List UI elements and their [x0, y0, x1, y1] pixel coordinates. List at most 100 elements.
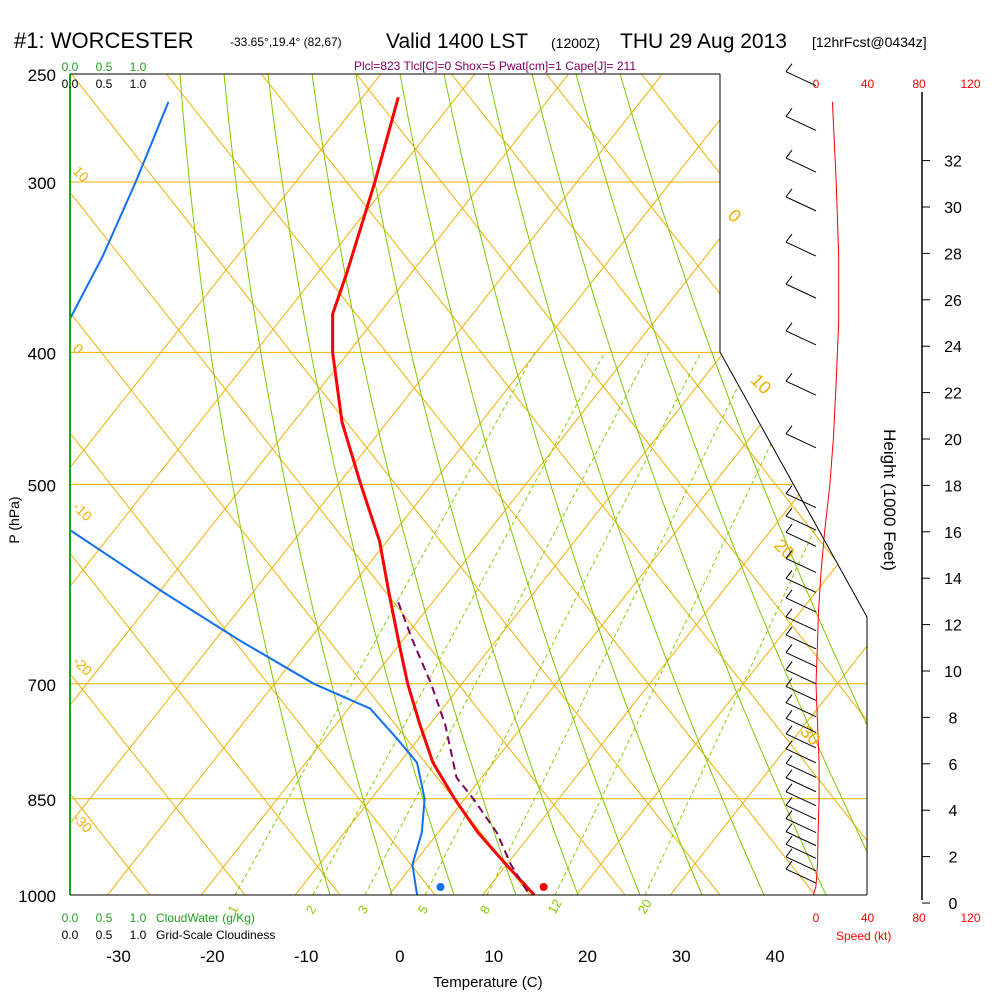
wind-barb-flag [785, 589, 793, 599]
wind-barb [785, 71, 817, 87]
mixing-ratio-line [486, 351, 756, 895]
wind-barb-flag [785, 524, 793, 533]
wind-barb-flag [785, 823, 793, 832]
wind-barb [785, 818, 817, 834]
temperature-line [331, 96, 536, 897]
mixing-ratio-line [312, 351, 606, 895]
height-tick-label: 26 [944, 293, 962, 310]
moist-adiabat-line [223, 74, 393, 895]
wind-barb [785, 433, 817, 449]
indices-line: Plcl=823 Tlcl[C]=0 Shox=5 Pwat[cm]=1 Cap… [354, 59, 636, 73]
speed-tick-label: 0 [813, 77, 820, 91]
wind-barb-flag [785, 860, 793, 870]
temperature-tick-label: 30 [672, 947, 691, 966]
height-tick-label: 18 [944, 478, 962, 495]
dry-adiabat-line [451, 74, 867, 895]
wind-barb [785, 868, 817, 884]
mixing-ratio-label: 5 [415, 903, 432, 917]
wind-barb [785, 597, 817, 613]
wind-barb [785, 702, 817, 718]
moist-adiabat-line [531, 74, 827, 895]
temperature-tick-label: -30 [106, 947, 131, 966]
wind-barb-flag [785, 485, 793, 495]
dry-adiabat-line [356, 74, 867, 895]
wind-barb [785, 380, 817, 396]
speed-tick-label: 80 [912, 77, 926, 91]
height-tick-label: 6 [949, 757, 958, 774]
cloudiness-tick: 0.5 [96, 928, 113, 942]
speed-axis-label: Speed (kt) [836, 929, 891, 943]
wind-barb [785, 557, 817, 573]
dewpoint-line [69, 101, 426, 896]
wind-barb-flag [785, 149, 793, 159]
parcel-line [397, 601, 531, 896]
wind-barb-flag [785, 848, 793, 858]
temperature-tick-label: 40 [766, 947, 785, 966]
isotherm-label: 0 [70, 340, 87, 357]
dry-adiabat-line [166, 74, 816, 895]
wind-barb-flag [785, 694, 793, 703]
chart-grid [70, 74, 867, 895]
height-tick-label: 28 [944, 246, 962, 263]
wind-barb [785, 515, 817, 531]
wind-barb [785, 748, 817, 764]
wind-barb-flag [785, 755, 793, 764]
isotherm-line [70, 74, 569, 895]
dry-adiabat-line [70, 74, 626, 895]
cloudiness-label: Grid-Scale Cloudiness [156, 928, 275, 942]
speed-tick-label: 40 [861, 77, 875, 91]
cloud-water-tick: 0.0 [62, 60, 79, 74]
wind-barb-flag [785, 507, 793, 517]
height-tick-label: 4 [949, 803, 958, 820]
height-tick-label: 14 [944, 571, 962, 588]
speed-tick-label: 0 [813, 911, 820, 925]
mixing-ratio-line [554, 351, 816, 895]
wind-barb-flag [785, 608, 793, 617]
pressure-tick-label: 300 [28, 174, 56, 193]
mixing-ratio-line [644, 351, 867, 895]
moist-adiabat-line [311, 74, 517, 895]
dry-adiabat-line [261, 74, 867, 895]
cloud-water-tick: 0.5 [96, 911, 113, 925]
wind-barb-flag [785, 678, 793, 687]
moist-adiabat-line [487, 74, 765, 895]
speed-tick-label: 40 [861, 911, 875, 925]
height-tick-label: 20 [944, 432, 962, 449]
cloudwater-label: CloudWater (g/Kg) [156, 911, 255, 925]
pressure-tick-label: 850 [28, 791, 56, 810]
temperature-tick-label: 20 [578, 947, 597, 966]
y-axis-label: P (hPa) [6, 496, 22, 543]
wind-barb [785, 634, 817, 650]
isotherm-line [576, 74, 867, 895]
wind-barb [785, 763, 817, 778]
wind-barb [785, 843, 817, 859]
moist-adiabat-line [575, 74, 867, 895]
temperature-tick-label: -20 [200, 947, 225, 966]
cloudiness-tick: 0.0 [62, 77, 79, 91]
wind-barb-flag [785, 63, 793, 73]
mixing-ratio-label: 2 [303, 903, 320, 917]
temperature-tick-label: -10 [294, 947, 319, 966]
wind-barb [785, 669, 817, 685]
temperature-tick-label: 10 [484, 947, 503, 966]
pressure-tick-label: 1000 [18, 887, 56, 906]
wind-barb-flag [785, 644, 793, 653]
temperature-tick-label: 0 [395, 947, 404, 966]
cloud-water-tick: 1.0 [130, 911, 147, 925]
dry-adiabat-line [71, 74, 721, 895]
moist-adiabat-line [619, 74, 867, 895]
wind-barb-flag [785, 275, 793, 285]
height-tick-label: 22 [944, 386, 962, 403]
cloud-water-tick: 0.0 [62, 911, 79, 925]
height-tick-label: 2 [949, 850, 958, 867]
pressure-tick-label: 700 [28, 676, 56, 695]
wind-barb [785, 733, 817, 749]
zulu-time: (1200Z) [551, 35, 600, 51]
mixing-ratio-label: 3 [355, 903, 372, 917]
surface-dewpoint [436, 883, 445, 891]
isotherm-line [70, 74, 382, 895]
isotherm-label: -10 [70, 499, 96, 525]
wind-barb [785, 115, 817, 131]
